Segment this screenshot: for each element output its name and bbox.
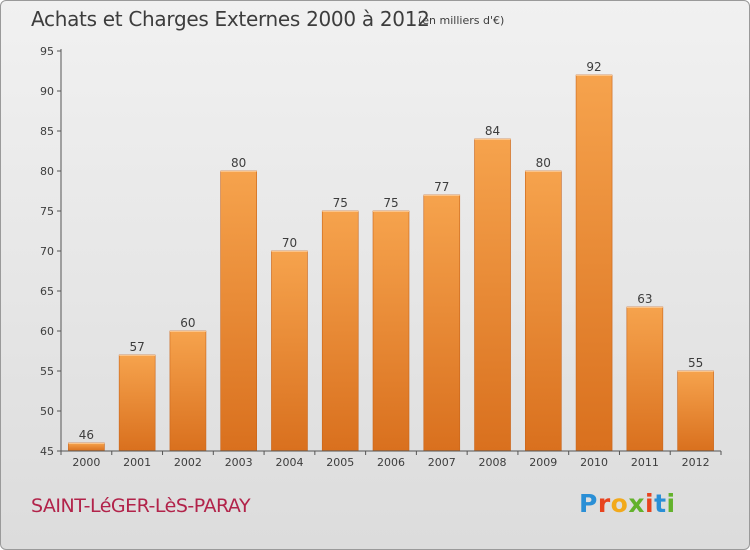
bar-2011: [626, 306, 664, 452]
proxiti-logo[interactable]: Proxiti: [579, 489, 676, 518]
logo-letter-1: r: [597, 489, 611, 518]
value-label-2004: 70: [282, 236, 297, 250]
logo-letter-4: i: [645, 489, 655, 518]
y-tick-label-60: 60: [40, 325, 54, 338]
y-tick-label-50: 50: [40, 405, 54, 418]
value-label-2002: 60: [180, 316, 195, 330]
bar-2004: [271, 250, 308, 452]
bar-2009: [525, 170, 562, 452]
bar-2006: [372, 210, 410, 452]
chart-title: Achats et Charges Externes 2000 à 2012: [31, 7, 430, 31]
y-tick-label-95: 95: [40, 45, 54, 58]
bar-2008: [474, 138, 511, 452]
axes-group: 2000 2001 2002 2003 2004 2005 2006 2007 2008 2009…: [40, 45, 722, 469]
x-tick-label-2003: 2003: [225, 456, 253, 469]
value-label-2000: 46: [79, 428, 94, 442]
x-tick-label-2002: 2002: [174, 456, 202, 469]
bar-2007: [423, 194, 461, 452]
x-tick-label-2011: 2011: [631, 456, 659, 469]
value-label-2010: 92: [586, 60, 601, 74]
value-label-2006: 75: [383, 196, 398, 210]
x-tick-label-2012: 2012: [682, 456, 710, 469]
chart-subtitle: (en milliers d'€): [418, 14, 505, 27]
x-tick-label-2008: 2008: [479, 456, 507, 469]
bars-group: 46 57 60 80 70 75 75 77 84 80 92 63 55: [68, 60, 714, 452]
value-label-2003: 80: [231, 156, 246, 170]
value-label-2007: 77: [434, 180, 449, 194]
logo-letter-2: o: [610, 489, 629, 518]
x-tick-label-2000: 2000: [72, 456, 100, 469]
bar-2000: [68, 442, 105, 452]
y-tick-label-75: 75: [40, 205, 54, 218]
logo-letter-3: x: [628, 489, 645, 518]
y-tick-label-85: 85: [40, 125, 54, 138]
bar-2003: [220, 170, 257, 452]
value-label-2012: 55: [688, 356, 703, 370]
y-tick-label-45: 45: [40, 445, 54, 458]
x-tick-label-2010: 2010: [580, 456, 608, 469]
x-tick-label-2001: 2001: [123, 456, 151, 469]
value-label-2001: 57: [130, 340, 145, 354]
y-tick-label-70: 70: [40, 245, 54, 258]
x-tick-label-2005: 2005: [326, 456, 354, 469]
value-label-2011: 63: [637, 292, 652, 306]
x-tick-label-2007: 2007: [428, 456, 456, 469]
logo-letter-0: P: [579, 489, 598, 518]
bar-2002: [169, 330, 207, 452]
bar-2012: [677, 370, 714, 452]
logo-letter-5: t: [654, 489, 667, 518]
value-label-2005: 75: [333, 196, 348, 210]
x-tick-label-2006: 2006: [377, 456, 405, 469]
bar-2001: [118, 354, 156, 452]
x-tick-label-2004: 2004: [275, 456, 303, 469]
bar-2010: [575, 74, 613, 452]
y-tick-label-55: 55: [40, 365, 54, 378]
logo-letter-6: i: [666, 489, 676, 518]
value-label-2009: 80: [536, 156, 551, 170]
y-tick-label-80: 80: [40, 165, 54, 178]
x-tick-label-2009: 2009: [529, 456, 557, 469]
bar-2005: [321, 210, 359, 452]
y-tick-label-90: 90: [40, 85, 54, 98]
value-label-2008: 84: [485, 124, 500, 138]
commune-name: SAINT-LéGER-LèS-PARAY: [31, 495, 251, 517]
y-tick-label-65: 65: [40, 285, 54, 298]
